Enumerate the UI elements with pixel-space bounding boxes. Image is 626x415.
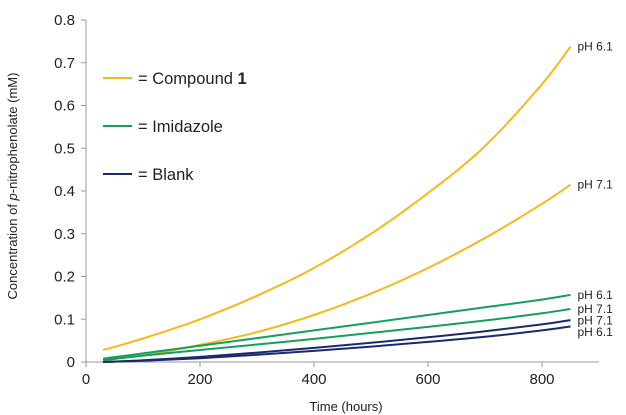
x-tick-label: 0 [82,371,90,388]
series-line-2 [102,183,572,361]
series-lines [102,45,572,363]
series-end-label: pH 6.1 [578,40,614,54]
x-tick-label: 800 [529,371,554,388]
legend-label: = Imidazole [138,118,223,136]
y-tick-label: 0.1 [54,311,75,328]
legend-label: = Compound 1 [138,70,247,88]
series-line-1 [102,45,572,351]
y-axis-title: Concentration of p-nitrophenolate (mM) [5,73,20,300]
y-tick-label: 0.3 [54,226,75,243]
y-axis-title-prefix: Concentration of [5,200,20,299]
series-line-3 [102,293,571,360]
x-tick-label: 600 [415,371,440,388]
chart-axes [81,19,599,367]
y-tick-label: 0 [67,354,75,371]
series-end-label: pH 7.1 [578,178,614,192]
series-end-label: pH 7.1 [578,313,614,327]
y-tick-label: 0.2 [54,269,75,286]
y-tick-label: 0.4 [54,183,75,200]
y-tick-label: 0.5 [54,140,75,157]
legend: = Compound 1 = Imidazole = Blank [103,70,247,184]
legend-label: = Blank [138,166,194,184]
series-end-label: pH 6.1 [578,288,614,302]
x-tick-labels: 0 200 400 600 800 [82,371,555,388]
y-axis-title-suffix: -nitrophenolate (mM) [5,73,20,194]
y-tick-label: 0.7 [54,55,75,72]
series-line-4 [102,308,571,362]
y-tick-labels: 0 0.1 0.2 0.3 0.4 0.5 0.6 0.7 0.8 [54,12,75,371]
x-tick-label: 200 [187,371,212,388]
series-end-label: pH 7.1 [578,302,614,316]
y-tick-label: 0.6 [54,98,75,115]
series-end-labels: pH 6.1pH 7.1pH 6.1pH 7.1pH 7.1pH 6.1 [578,40,614,339]
x-axis-title: Time (hours) [309,399,382,414]
x-tick-label: 400 [301,371,326,388]
series-end-label: pH 6.1 [578,325,614,339]
y-tick-label: 0.8 [54,12,75,29]
series-line-6 [103,325,571,363]
y-axis-title-italic: p [5,193,20,201]
